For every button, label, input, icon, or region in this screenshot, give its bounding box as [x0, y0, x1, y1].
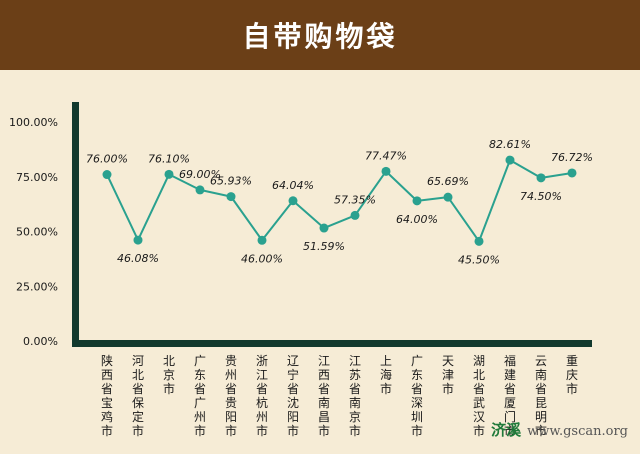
data-point — [164, 169, 174, 179]
data-label: 65.93% — [210, 175, 252, 188]
data-point — [133, 235, 143, 245]
x-axis-line — [72, 340, 592, 347]
data-point — [381, 166, 391, 176]
data-label: 69.00% — [179, 168, 221, 181]
watermark-url: www.gscan.org — [527, 424, 628, 439]
data-point — [102, 170, 112, 180]
y-tick-label: 100.00% — [9, 116, 58, 129]
x-tick-label: 上海市 — [380, 354, 392, 396]
y-tick-label: 75.00% — [16, 171, 58, 184]
x-tick-label: 江苏省南京市 — [349, 354, 361, 438]
x-tick-label: 江西省南昌市 — [318, 354, 330, 438]
x-tick-label: 云南省昆明市 — [535, 354, 547, 438]
data-point — [288, 196, 298, 206]
x-tick-label: 河北省保定市 — [132, 354, 144, 438]
x-tick-label: 浙江省杭州市 — [256, 354, 268, 438]
data-point — [412, 196, 422, 206]
data-point — [567, 168, 577, 178]
x-tick-label: 福建省厦门市 — [504, 353, 516, 438]
data-point — [319, 223, 329, 233]
x-tick-label: 陕西省宝鸡市 — [101, 353, 113, 438]
data-label: 76.00% — [86, 153, 128, 166]
y-tick-label: 0.00% — [23, 335, 58, 348]
x-tick-label: 广东省广州市 — [194, 354, 206, 438]
data-label: 45.50% — [458, 253, 500, 266]
data-label: 46.08% — [117, 252, 159, 265]
y-axis-line — [72, 102, 79, 343]
x-tick-label: 辽宁省沈阳市 — [287, 354, 299, 438]
series-line — [106, 159, 573, 243]
x-tick-label: 重庆市 — [566, 354, 578, 396]
data-label: 74.50% — [520, 190, 562, 203]
data-label: 57.35% — [334, 193, 376, 206]
data-label: 82.61% — [489, 138, 531, 151]
x-tick-label: 贵州省贵阳市 — [225, 354, 237, 438]
data-point — [195, 185, 205, 195]
x-tick-label: 湖北省武汉市 — [473, 353, 485, 438]
data-point — [257, 235, 267, 245]
data-label: 65.69% — [427, 175, 469, 188]
data-point — [505, 155, 515, 165]
data-point — [226, 192, 236, 202]
data-point — [443, 192, 453, 202]
data-point — [474, 236, 484, 246]
data-label: 76.72% — [551, 151, 593, 164]
watermark: 济溪 www.gscan.org — [491, 419, 628, 440]
data-label: 64.00% — [396, 213, 438, 226]
data-point — [536, 173, 546, 183]
chart-header: 自带购物袋 — [0, 0, 640, 70]
data-label: 64.04% — [272, 179, 314, 192]
x-tick-label: 广东省深圳市 — [411, 354, 423, 438]
data-label: 51.59% — [303, 240, 345, 253]
chart-title: 自带购物袋 — [242, 20, 398, 53]
y-tick-label: 25.00% — [16, 280, 58, 293]
data-label: 76.10% — [148, 152, 190, 165]
x-tick-label: 天津市 — [442, 354, 454, 396]
line-chart: 100.00% 75.00% 50.00% 25.00% 0.00% 76.00% 46.0… — [9, 102, 593, 438]
data-label: 77.47% — [365, 149, 407, 162]
data-point — [350, 210, 360, 220]
data-label: 46.00% — [241, 252, 283, 265]
y-tick-label: 50.00% — [16, 226, 58, 239]
x-tick-label: 北京市 — [163, 354, 175, 396]
watermark-brand: 济溪 — [491, 421, 522, 439]
